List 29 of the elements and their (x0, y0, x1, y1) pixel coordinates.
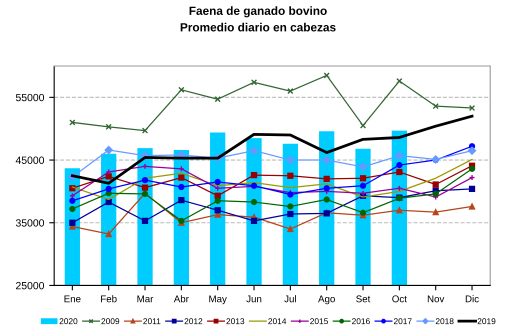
legend-label: 2018 (436, 318, 454, 324)
legend-label: 2013 (226, 318, 244, 324)
y-tick-label: 35000 (16, 219, 44, 227)
x-tick-label: Feb (101, 295, 117, 302)
legend-label: 2012 (184, 318, 202, 324)
legend-label: 2014 (268, 318, 286, 324)
x-tick-label: Jul (284, 295, 296, 302)
legend-label: 2009 (101, 318, 120, 324)
x-tick-label: Abr (174, 295, 189, 302)
x-tick-label: May (209, 296, 227, 304)
x-tick-label: Dic (466, 295, 479, 302)
y-tick-label: 55000 (16, 94, 44, 102)
legend-label: 2019 (478, 318, 496, 324)
chart-title: Faena de ganado bovino (190, 6, 327, 18)
x-tick-label: Ene (64, 296, 81, 302)
x-tick-label: Jun (246, 296, 262, 302)
y-tick-label: 45000 (16, 156, 44, 164)
x-tick-label: Mar (137, 296, 154, 302)
x-tick-label: Set (356, 295, 370, 302)
y-tick-label: 25000 (16, 282, 44, 290)
legend-label: 2016 (352, 318, 370, 324)
legend-label: 2020 (60, 318, 78, 324)
legend-label: 2015 (310, 318, 328, 324)
x-tick-label: Ago (318, 296, 335, 304)
x-tick-label: Nov (428, 296, 444, 302)
legend-label: 2011 (143, 318, 160, 324)
legend-label: 2017 (394, 318, 412, 324)
x-tick-label: Oct (392, 295, 407, 302)
chart-subtitle: Promedio diario en cabezas (180, 22, 336, 32)
